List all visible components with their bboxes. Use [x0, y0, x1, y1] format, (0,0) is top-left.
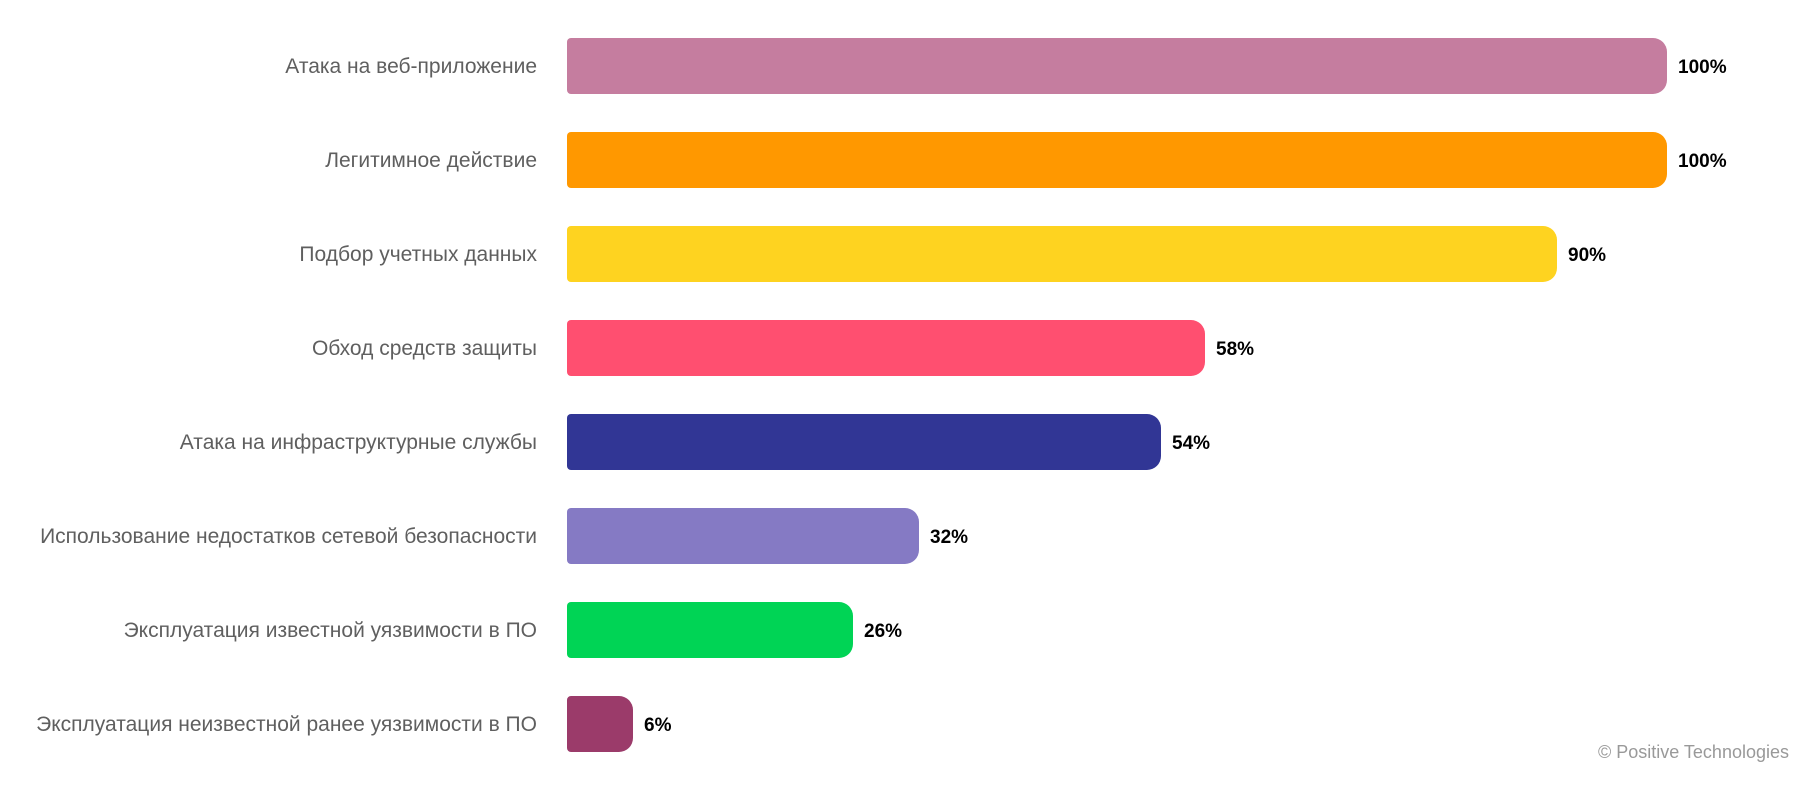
- category-label: Обход средств защиты: [312, 337, 537, 360]
- category-label: Атака на инфраструктурные службы: [180, 431, 537, 454]
- value-label: 54%: [1172, 433, 1210, 454]
- category-label: Эксплуатация неизвестной ранее уязвимост…: [36, 713, 537, 736]
- bar: [567, 508, 919, 564]
- bar: [567, 226, 1557, 282]
- category-label: Использование недостатков сетевой безопа…: [40, 525, 537, 548]
- value-label: 100%: [1678, 57, 1727, 78]
- category-label: Атака на веб-приложение: [285, 55, 537, 78]
- category-label: Легитимное действие: [325, 149, 537, 172]
- category-label: Эксплуатация известной уязвимости в ПО: [124, 619, 537, 642]
- value-label: 90%: [1568, 245, 1606, 266]
- bar: [567, 696, 633, 752]
- bar: [567, 602, 853, 658]
- value-label: 58%: [1216, 339, 1254, 360]
- copyright: © Positive Technologies: [1597, 742, 1789, 762]
- category-label: Подбор учетных данных: [299, 243, 537, 266]
- value-label: 100%: [1678, 151, 1727, 172]
- value-label: 32%: [930, 527, 968, 548]
- value-label: 6%: [644, 715, 672, 736]
- value-label: 26%: [864, 621, 902, 642]
- bar: [567, 414, 1161, 470]
- bar: [567, 38, 1667, 94]
- bar: [567, 132, 1667, 188]
- bar: [567, 320, 1205, 376]
